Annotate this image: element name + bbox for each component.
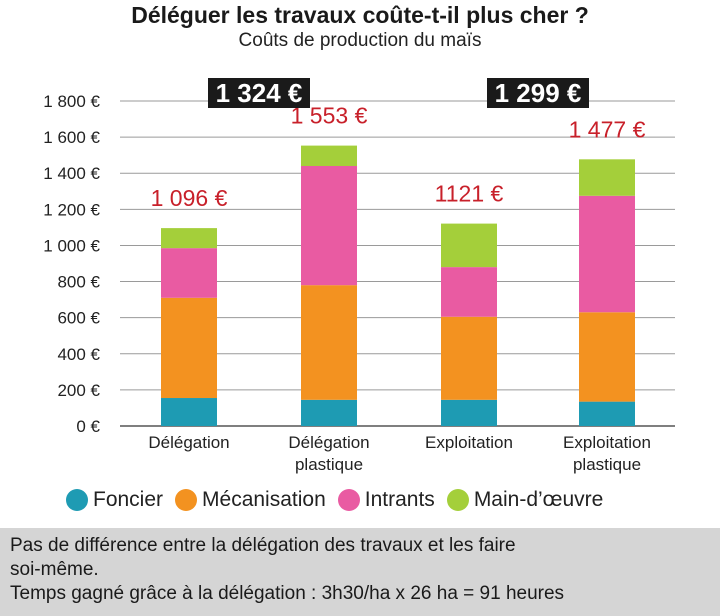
note-box: Pas de différence entre la délégation de… [0,528,720,616]
y-tick-label-1200: 1 200 € [43,200,100,219]
bar-exploitation-foncier [441,399,497,426]
bar-delegation-plastique-intrants [301,166,357,286]
y-tick-label-1600: 1 600 € [43,128,100,147]
legend: Foncier Mécanisation Intrants Main-d’œuv… [66,484,603,516]
x-category-label-exploitation-plastique-line-2: plastique [573,455,641,474]
y-tick-label-600: 600 € [57,309,100,328]
bar-exploitation-plastique-intrants [579,195,635,313]
legend-item-main-doeuvre: Main-d’œuvre [446,488,604,512]
note-line-3: Temps gagné grâce à la délégation : 3h30… [10,583,565,604]
legend-label-main-doeuvre: Main-d’œuvre [473,488,604,511]
y-tick-label-1800: 1 800 € [43,92,100,111]
bar-delegation-plastique-mecanisation [301,285,357,400]
bar-exploitation-plastique-mecanisation [579,312,635,402]
bar-delegation-intrants [161,248,217,298]
y-tick-label-200: 200 € [57,381,100,400]
bar-exploitation-intrants [441,267,497,317]
bar-delegation-plastique-foncier [301,399,357,426]
bar-delegation-main-d-uvre [161,228,217,249]
chart-subtitle: Coûts de production du maïs [238,30,482,51]
legend-item-intrants: Intrants [337,488,435,512]
y-tick-label-1000: 1 000 € [43,236,100,255]
group-total-label-2: 1 299 € [495,78,582,108]
legend-item-foncier: Foncier [66,488,163,512]
legend-swatch-foncier [66,489,88,511]
bar-exploitation-main-d-uvre [441,223,497,268]
y-tick-label-0: 0 € [76,417,100,436]
y-tick-label-1400: 1 400 € [43,164,100,183]
stacked-bar-chart: 0 € 200 € 400 € 600 € 800 € 1 000 € 1 200 € 1 4… [43,78,675,474]
note-line-2: soi-même. [10,559,99,580]
total-label-exploitation: 1121 € [435,181,504,207]
bar-exploitation-plastique-main-d-uvre [579,159,635,196]
group-total-label-1: 1 324 € [216,78,303,108]
legend-swatch-main-doeuvre [446,489,469,511]
legend-label-mecanisation: Mécanisation [202,488,326,511]
chart-title: Déléguer les travaux coûte-t-il plus che… [131,2,589,28]
group-total-badge-1 [208,78,310,108]
x-category-label-delegation-plastique-line-1: Délégation [288,433,369,452]
note-line-1: Pas de différence entre la délégation de… [10,535,516,556]
legend-swatch-mecanisation [175,489,198,511]
bar-delegation-foncier [161,398,217,426]
bar-delegation-plastique-main-d-uvre [301,145,357,166]
y-tick-label-800: 800 € [57,273,100,292]
x-category-label-delegation-line-1: Délégation [148,433,229,452]
bar-exploitation-plastique-foncier [579,401,635,426]
bar-exploitation-mecanisation [441,316,497,400]
total-label-exploitation-plastique: 1 477 € [569,116,646,142]
total-label-delegation: 1 096 € [151,185,228,211]
legend-label-foncier: Foncier [93,488,164,511]
legend-label-intrants: Intrants [364,488,435,511]
x-category-label-exploitation-line-1: Exploitation [425,433,513,452]
group-total-badge-2 [487,78,589,108]
legend-swatch-intrants [337,489,360,511]
legend-item-mecanisation: Mécanisation [175,488,326,512]
x-category-label-delegation-plastique-line-2: plastique [295,455,363,474]
x-category-label-exploitation-plastique-line-1: Exploitation [563,433,651,452]
bar-delegation-mecanisation [161,297,217,399]
y-tick-label-400: 400 € [57,345,100,364]
